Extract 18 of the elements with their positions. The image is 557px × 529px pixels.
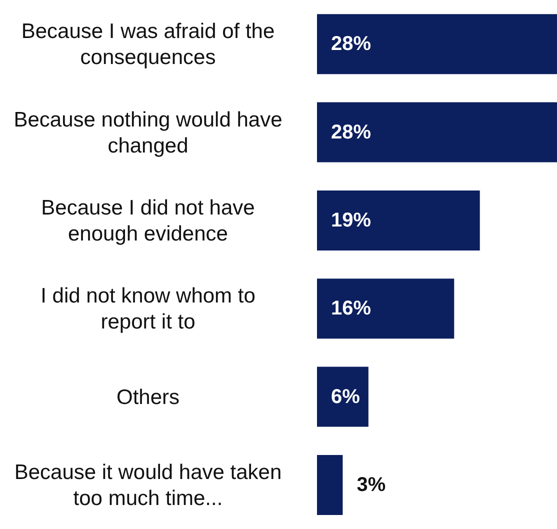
- data-label: 28%: [331, 121, 372, 144]
- bar: [317, 366, 368, 427]
- data-label: 16%: [331, 298, 372, 320]
- bar: [317, 278, 454, 339]
- y-tick-label: Because I did not have enough evidence: [41, 196, 255, 245]
- bar: [317, 102, 557, 162]
- bar: [317, 454, 343, 515]
- data-label: 6%: [331, 386, 360, 408]
- y-tick-label: Because nothing would have changed: [14, 108, 282, 157]
- bar: [317, 190, 480, 250]
- y-tick-label: Because it would have taken too much time...: [14, 460, 282, 510]
- y-tick-label: Because I was afraid of the consequences: [21, 20, 275, 69]
- data-label: 3%: [356, 474, 386, 496]
- y-tick-label: I did not know whom to report it to: [40, 284, 256, 334]
- data-label: 28%: [331, 33, 372, 56]
- data-label: 19%: [331, 209, 372, 232]
- bar: [317, 14, 557, 74]
- y-tick-label: Others: [116, 385, 180, 408]
